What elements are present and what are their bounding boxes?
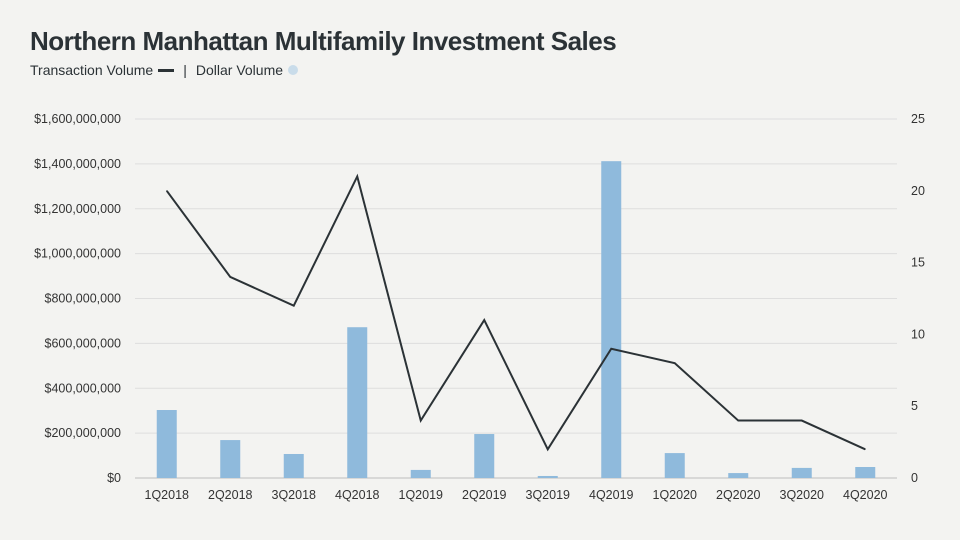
legend-bar-label: Dollar Volume <box>195 62 284 78</box>
line-point-3Q2019 <box>547 448 549 450</box>
line-point-3Q2020 <box>801 420 803 422</box>
bar-3Q2020 <box>791 467 812 478</box>
bar-3Q2018 <box>283 453 304 478</box>
bar-2Q2018 <box>220 440 241 478</box>
line-point-2Q2020 <box>737 420 739 422</box>
transaction-volume-line <box>165 173 866 452</box>
line-point-1Q2019 <box>420 420 422 422</box>
legend-line-swatch <box>158 68 175 72</box>
bar-2Q2019 <box>474 434 495 478</box>
x-axis-tick: 1Q2019 <box>399 488 444 502</box>
bar-4Q2018 <box>347 327 368 478</box>
x-axis-tick: 4Q2019 <box>589 488 634 502</box>
bar-4Q2019 <box>601 161 622 478</box>
line-point-1Q2018 <box>166 190 168 192</box>
right-axis-tick: 25 <box>911 112 925 126</box>
left-axis-tick: $1,600,000,000 <box>34 112 121 126</box>
line-point-2Q2019 <box>483 319 485 321</box>
right-axis-tick: 15 <box>911 256 925 270</box>
x-axis-tick: 2Q2018 <box>208 488 253 502</box>
right-axis-tick: 10 <box>911 327 925 341</box>
chart-title: Northern Manhattan Multifamily Investmen… <box>30 26 617 56</box>
left-axis-tick: $400,000,000 <box>45 381 122 395</box>
left-axis-tick: $200,000,000 <box>45 426 122 440</box>
x-axis-tick: 2Q2019 <box>462 488 507 502</box>
right-axis-tick: 0 <box>911 471 918 485</box>
x-axis-tick: 3Q2020 <box>780 488 825 502</box>
bar-1Q2020 <box>664 453 685 478</box>
x-axis-tick: 2Q2020 <box>716 488 761 502</box>
line-point-1Q2020 <box>674 362 676 364</box>
x-axis-tick: 3Q2019 <box>526 488 571 502</box>
left-axis-tick: $1,400,000,000 <box>34 157 121 171</box>
left-axis-tick: $1,000,000,000 <box>34 247 121 261</box>
bar-3Q2019 <box>537 475 558 478</box>
line-point-4Q2018 <box>356 175 358 177</box>
line-point-4Q2020 <box>864 448 866 450</box>
x-axis-tick: 3Q2018 <box>272 488 317 502</box>
x-axis-tick: 1Q2020 <box>653 488 698 502</box>
right-axis-tick: 20 <box>911 184 925 198</box>
left-axis-tick: $600,000,000 <box>45 336 122 350</box>
bar-2Q2020 <box>728 473 749 478</box>
left-axis-tick: $1,200,000,000 <box>34 202 121 216</box>
line-point-2Q2018 <box>229 276 231 278</box>
bar-1Q2019 <box>410 469 431 478</box>
bar-4Q2020 <box>855 467 876 478</box>
x-axis-tick: 4Q2018 <box>335 488 380 502</box>
legend: Transaction Volume | Dollar Volume <box>30 62 299 78</box>
right-axis-tick: 5 <box>911 399 918 413</box>
left-axis-tick: $0 <box>107 471 121 485</box>
bar-1Q2018 <box>156 410 177 478</box>
line-point-3Q2018 <box>293 305 295 307</box>
left-axis-tick: $800,000,000 <box>45 292 122 306</box>
x-axis-tick: 4Q2020 <box>843 488 888 502</box>
legend-separator: | <box>183 62 187 78</box>
x-axis-tick: 1Q2018 <box>145 488 190 502</box>
legend-line-label: Transaction Volume <box>30 62 154 78</box>
legend-bar-swatch <box>288 65 299 75</box>
line-point-4Q2019 <box>610 348 612 350</box>
